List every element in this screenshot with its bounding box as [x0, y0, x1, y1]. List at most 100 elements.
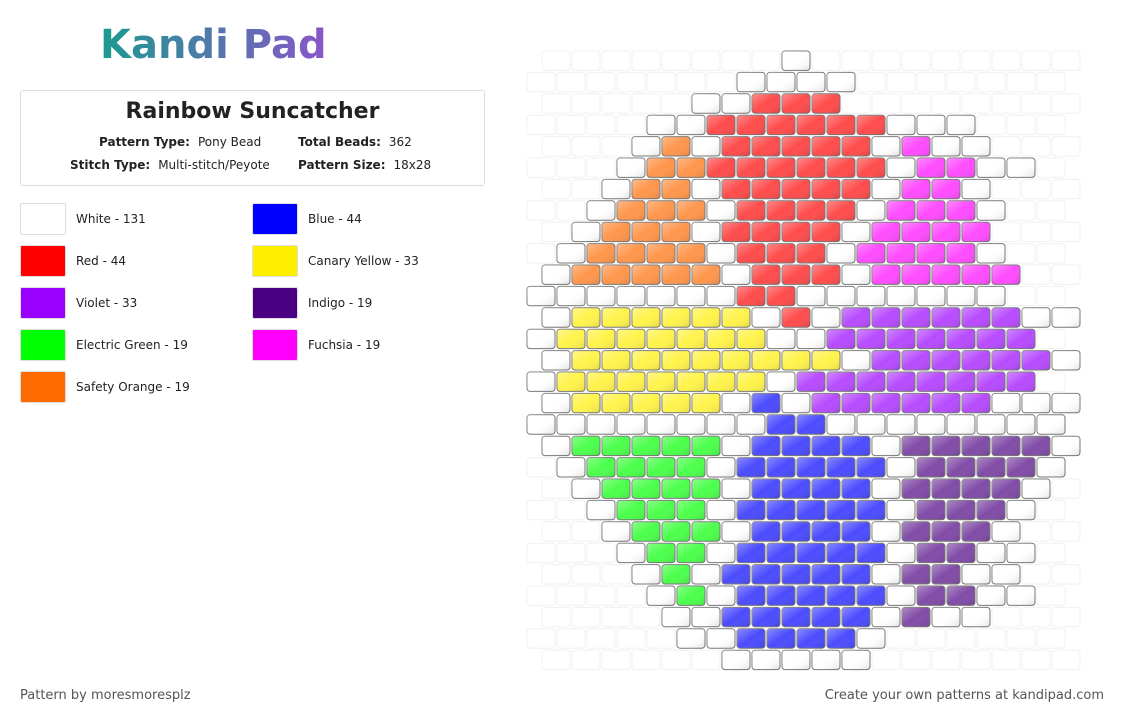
bead-shine [872, 265, 900, 285]
bead-shine [662, 564, 690, 584]
bead-shine [812, 479, 840, 499]
bead [961, 606, 991, 628]
bead-shine [872, 179, 900, 199]
bead [691, 606, 721, 628]
empty-bead [991, 649, 1021, 671]
empty-bead [991, 606, 1021, 628]
bead [661, 435, 691, 457]
logo: Kandi Pad [100, 22, 327, 68]
bead-shine [722, 436, 750, 456]
bead [826, 628, 856, 649]
bead [991, 478, 1021, 499]
bead [556, 328, 586, 350]
bead [706, 157, 736, 178]
bead [691, 307, 721, 328]
bead-shine [947, 115, 975, 135]
empty-bead [1051, 264, 1081, 285]
empty-bead [961, 649, 991, 671]
bead-shine [617, 200, 645, 221]
bead-shine [977, 158, 1005, 178]
bead-shine [902, 521, 930, 542]
bead-shine [932, 222, 960, 242]
bead [736, 157, 766, 178]
bead-shine [722, 564, 750, 584]
bead-shine [962, 307, 990, 328]
empty-bead [556, 499, 586, 521]
bead-shine [827, 329, 855, 349]
bead [781, 350, 811, 371]
bead-shine [857, 543, 885, 563]
bead [826, 328, 856, 350]
bead [901, 307, 931, 328]
bead-shine [572, 393, 600, 413]
bead-shine [917, 543, 945, 563]
bead [766, 585, 796, 606]
bead-shine [692, 479, 720, 499]
bead [571, 435, 601, 457]
bead [631, 478, 661, 499]
bead [736, 114, 766, 136]
bead-shine [902, 179, 930, 199]
bead-shine [887, 586, 915, 606]
bead [946, 414, 976, 435]
bead [946, 457, 976, 478]
bead [721, 307, 751, 328]
bead-shine [842, 607, 870, 627]
bead-shine [812, 436, 840, 456]
bead [691, 221, 721, 243]
empty-bead [1036, 328, 1066, 350]
bead [586, 457, 616, 478]
bead-shine [647, 329, 675, 349]
bead-shine [707, 414, 735, 435]
bead [811, 221, 841, 243]
bead-shine [827, 586, 855, 606]
bead [766, 285, 796, 307]
empty-bead [541, 136, 571, 157]
bead [676, 457, 706, 478]
empty-bead [616, 71, 646, 93]
bead [661, 521, 691, 542]
bead-shine [977, 286, 1005, 306]
bead-shine [677, 628, 705, 649]
empty-bead [541, 521, 571, 542]
bead-shine [707, 329, 735, 349]
bead-shine [902, 564, 930, 584]
bead [676, 114, 706, 136]
bead-shine [632, 436, 660, 456]
bead-shine [842, 393, 870, 413]
bead [661, 392, 691, 414]
bead [676, 585, 706, 606]
empty-bead [541, 221, 571, 243]
bead [766, 542, 796, 564]
empty-bead [541, 93, 571, 114]
empty-bead [946, 628, 976, 649]
bead [946, 243, 976, 264]
bead-shine [722, 650, 750, 670]
bead [886, 414, 916, 435]
bead [616, 371, 646, 392]
bead [646, 157, 676, 178]
bead-shine [617, 243, 645, 263]
bead-shine [722, 179, 750, 199]
bead [766, 457, 796, 478]
bead-shine [932, 521, 960, 542]
bead [691, 93, 721, 114]
bead-shine [812, 136, 840, 156]
empty-bead [541, 606, 571, 628]
footer-link[interactable]: Create your own patterns at kandipad.com [824, 688, 1104, 703]
bead-shine [737, 200, 765, 221]
bead-shine [902, 607, 930, 627]
bead [871, 350, 901, 371]
bead-shine [587, 243, 615, 263]
bead-shine [722, 607, 750, 627]
bead-shine [902, 136, 930, 156]
bead-shine [617, 543, 645, 563]
bead [901, 350, 931, 371]
field: Total Beads: 362 [298, 135, 412, 149]
bead [721, 136, 751, 157]
bead [871, 606, 901, 628]
bead [841, 564, 871, 585]
swatch [252, 329, 298, 361]
bead [766, 71, 796, 93]
